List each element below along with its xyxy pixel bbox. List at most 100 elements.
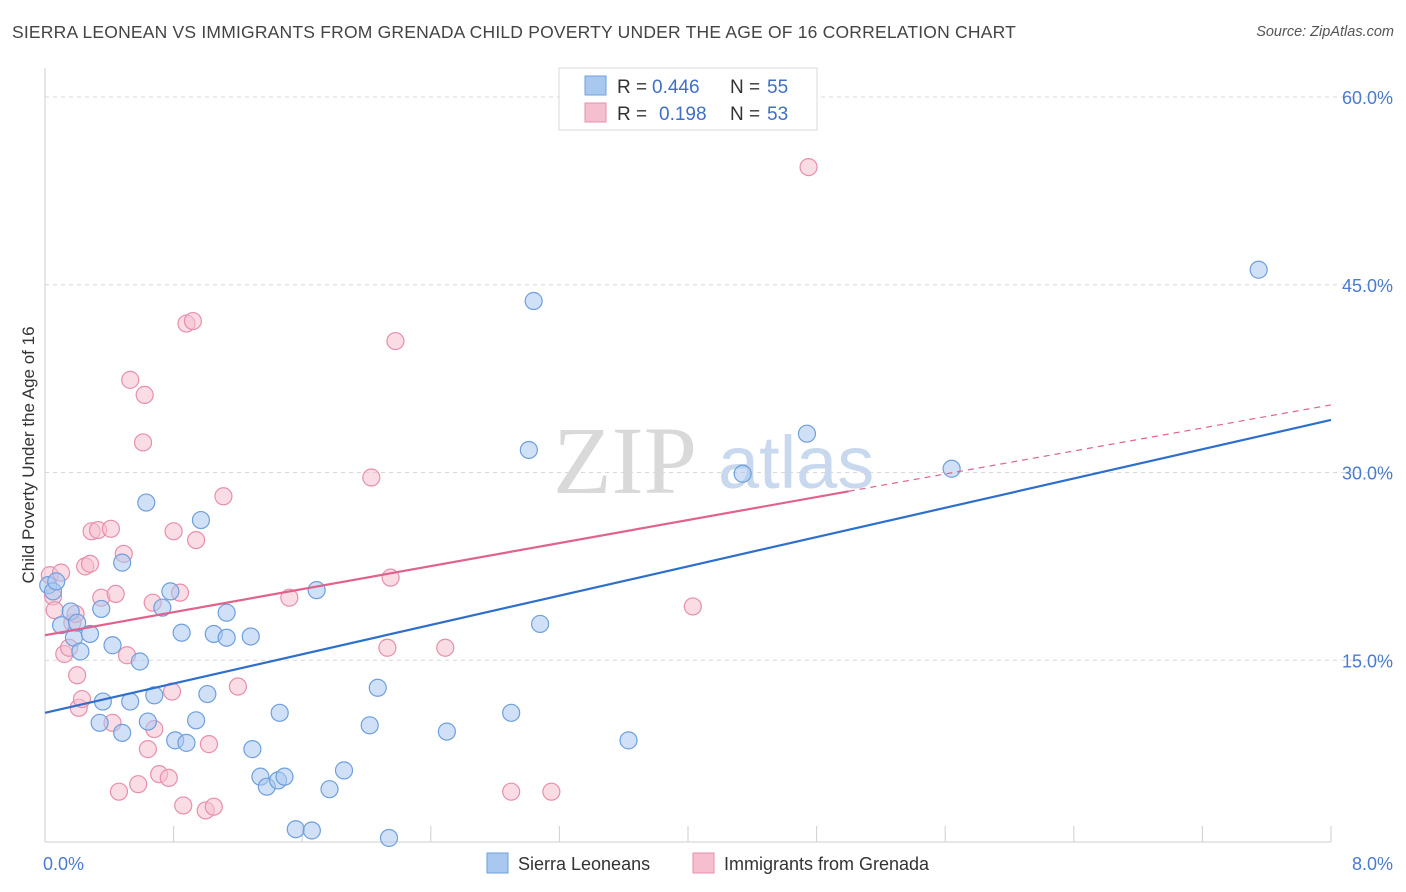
point-grenada (542, 782, 561, 801)
legend-pink-r-value: 0.198 (659, 104, 707, 125)
watermark-atlas: atlas (718, 421, 874, 504)
point-sierra-leonean (275, 767, 294, 786)
legend-blue-n-value: 55 (767, 77, 788, 98)
x-tick-label-min: 0.0% (43, 854, 84, 874)
legend-blue-swatch (584, 75, 607, 96)
legend-blue-r-label: R = (617, 77, 647, 98)
point-grenada (683, 597, 702, 616)
trend-lines (44, 404, 1332, 714)
point-sierra-leonean (524, 291, 543, 311)
series-sierra-leoneans-points (39, 260, 1268, 848)
point-grenada (174, 796, 193, 815)
legend-bottom-pink-swatch (692, 852, 715, 874)
point-sierra-leonean (92, 599, 111, 619)
point-sierra-leonean (320, 780, 339, 799)
point-sierra-leonean (90, 713, 109, 732)
point-sierra-leonean (360, 716, 379, 735)
point-sierra-leonean (379, 828, 399, 848)
point-grenada (129, 775, 148, 794)
point-grenada (199, 735, 219, 754)
series-grenada-points (40, 157, 818, 820)
point-sierra-leonean (1249, 260, 1268, 279)
watermark-zip: ZIP (553, 407, 697, 514)
point-grenada (109, 782, 129, 801)
point-grenada (362, 468, 381, 487)
y-tick-label: 15.0% (1342, 651, 1393, 671)
point-sierra-leonean (47, 572, 66, 591)
legend-bottom-sierra-leoneans: Sierra Leoneans (518, 854, 650, 874)
point-sierra-leonean (71, 642, 90, 661)
point-sierra-leonean (113, 553, 132, 572)
point-grenada (138, 740, 157, 759)
legend-top: R = 0.446 N = 55 R = 0.198 N = 53 (558, 67, 818, 131)
point-sierra-leonean (797, 424, 817, 443)
point-sierra-leonean (243, 740, 262, 759)
x-tick-label-max: 8.0% (1352, 854, 1393, 874)
point-sierra-leonean (130, 652, 149, 671)
point-sierra-leonean (437, 722, 456, 741)
trend-line-sierra-leoneans (44, 418, 1332, 714)
point-sierra-leonean (103, 636, 122, 655)
point-sierra-leonean (172, 623, 191, 642)
point-grenada (68, 666, 87, 685)
point-grenada (106, 584, 125, 604)
y-tick-label: 30.0% (1342, 464, 1393, 484)
point-grenada (228, 677, 247, 696)
axes: 15.0% 30.0% 45.0% 60.0% 0.0% 8.0% (43, 68, 1393, 874)
point-grenada (80, 554, 100, 573)
point-sierra-leonean (191, 510, 211, 530)
y-axis-label: Child Poverty Under the Age of 16 (19, 326, 38, 583)
point-grenada (183, 311, 202, 331)
point-grenada (133, 433, 153, 452)
legend-pink-r-label: R = (617, 104, 647, 125)
point-grenada (280, 588, 299, 607)
point-sierra-leonean (368, 678, 387, 697)
point-grenada (799, 157, 818, 177)
point-grenada (187, 530, 206, 550)
point-grenada (121, 370, 140, 389)
point-sierra-leonean (942, 459, 961, 478)
point-grenada (436, 638, 455, 657)
point-grenada (502, 782, 521, 801)
point-grenada (214, 487, 233, 506)
point-sierra-leonean (68, 613, 87, 632)
point-grenada (386, 331, 405, 351)
point-sierra-leonean (161, 582, 180, 601)
point-sierra-leonean (531, 614, 550, 634)
point-sierra-leonean (198, 684, 217, 704)
legend-bottom-grenada: Immigrants from Grenada (724, 854, 930, 874)
point-sierra-leonean (334, 761, 354, 780)
legend-blue-r-value: 0.446 (652, 77, 700, 98)
trend-line-grenada (44, 490, 849, 637)
trend-line-grenada-extrapolated (848, 404, 1332, 492)
point-sierra-leonean (502, 703, 521, 722)
point-grenada (135, 385, 154, 404)
y-tick-label: 45.0% (1342, 276, 1393, 296)
point-sierra-leonean (241, 627, 260, 646)
point-sierra-leonean (519, 440, 538, 460)
legend-pink-n-value: 53 (767, 104, 788, 125)
point-grenada (378, 638, 397, 657)
point-sierra-leonean (307, 581, 326, 600)
point-sierra-leonean (217, 628, 236, 647)
point-grenada (204, 797, 223, 816)
point-sierra-leonean (302, 821, 321, 840)
legend-bottom: Sierra Leoneans Immigrants from Grenada (486, 852, 930, 874)
point-sierra-leonean (177, 733, 196, 752)
point-sierra-leonean (187, 711, 206, 730)
point-sierra-leonean (619, 731, 638, 750)
point-grenada (164, 522, 183, 541)
point-sierra-leonean (153, 598, 172, 617)
point-sierra-leonean (113, 723, 132, 742)
source-credit: Source: ZipAtlas.com (1256, 24, 1394, 40)
legend-bottom-blue-swatch (486, 852, 509, 874)
chart-title: SIERRA LEONEAN VS IMMIGRANTS FROM GRENAD… (12, 22, 1016, 42)
legend-blue-n-label: N = (730, 77, 760, 98)
point-grenada (159, 768, 178, 788)
y-tick-label: 60.0% (1342, 88, 1393, 108)
point-sierra-leonean (733, 464, 752, 483)
point-grenada (101, 519, 121, 538)
point-sierra-leonean (138, 712, 157, 731)
legend-pink-swatch (584, 102, 607, 123)
